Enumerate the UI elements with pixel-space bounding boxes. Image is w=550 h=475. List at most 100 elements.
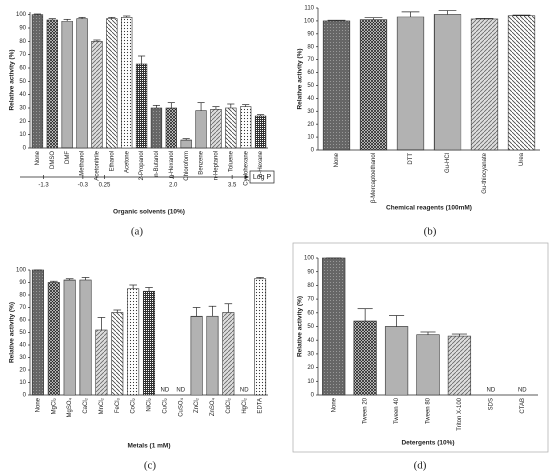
bar: [254, 115, 267, 149]
logp-label: Log P: [253, 174, 272, 181]
x-tick-label: DMSO: [50, 151, 56, 169]
y-tick-label: 0: [23, 393, 27, 399]
y-tick-label: 90: [19, 26, 26, 32]
bar: [76, 18, 88, 149]
y-tick-label: 20: [19, 119, 26, 125]
x-tick-label: SDS: [488, 398, 494, 410]
y-tick-label: 20: [307, 122, 314, 128]
x-tick-label: NiCl₂: [147, 397, 153, 411]
y-tick-label: 40: [19, 343, 26, 349]
caption: (a): [131, 226, 144, 238]
x-tick-label: CuCl₂: [162, 397, 168, 413]
caption: (b): [424, 226, 437, 238]
value-label: ND: [161, 388, 170, 394]
y-tick-label: 100: [304, 256, 315, 262]
x-tick-label: Tween 20: [363, 397, 369, 424]
x-tick-label: CaCl₂: [83, 397, 89, 413]
caption: (c): [144, 460, 157, 472]
bar: [150, 107, 163, 149]
bar: [240, 106, 252, 149]
x-axis-label: Chemical reagents (100mM): [386, 205, 472, 212]
x-axis-label: Metals (1 mM): [128, 443, 171, 450]
x-tick-label: None: [35, 150, 41, 165]
x-tick-label: MnCl₂: [99, 397, 105, 414]
y-tick-label: 50: [19, 79, 26, 85]
bar: [165, 107, 177, 149]
y-tick-label: 110: [304, 6, 314, 12]
y-tick-label: 90: [307, 269, 314, 275]
x-tick-label: DTT: [408, 153, 414, 165]
y-tick-label: 70: [307, 57, 314, 63]
y-tick-label: 30: [307, 109, 314, 115]
value-label: ND: [240, 388, 249, 394]
bar: [322, 257, 346, 396]
y-axis-label: Relative activity (%): [9, 49, 16, 110]
y-tick-label: 20: [307, 365, 314, 371]
y-tick-label: 10: [307, 135, 314, 141]
x-axis-label: Organic solvents (10%): [113, 209, 185, 216]
x-tick-label: FeCl₃: [115, 397, 121, 413]
y-tick-label: 90: [19, 280, 26, 286]
y-tick-label: 50: [307, 83, 314, 89]
x-axis-label: Detergents (10%): [401, 440, 454, 447]
bar: [121, 17, 133, 149]
bar: [396, 16, 425, 151]
y-tick-label: 50: [19, 330, 26, 336]
bar: [322, 20, 351, 151]
y-tick-label: 20: [19, 368, 26, 374]
y-tick-label: 40: [19, 92, 26, 98]
value-label: ND: [518, 388, 527, 394]
bar: [63, 279, 76, 396]
y-tick-label: 70: [19, 305, 26, 311]
bar: [180, 139, 192, 149]
x-tick-label: Toluene: [228, 150, 234, 172]
y-tick-label: 50: [307, 324, 314, 330]
y-tick-label: 100: [304, 18, 315, 24]
x-tick-label: MgSO₄: [67, 397, 73, 417]
bar: [384, 326, 409, 396]
x-tick-label: HgCl₂: [242, 397, 248, 413]
x-tick-label: Benzene: [199, 150, 205, 174]
x-tick-label: n-Hexanol: [169, 151, 175, 178]
x-tick-label: CoCl₂: [131, 397, 137, 413]
x-tick-label: Acetonitrile: [95, 150, 101, 180]
x-tick-label: β-Mercaptoethanol: [371, 153, 377, 203]
y-tick-label: 100: [16, 12, 27, 18]
bar: [254, 278, 267, 396]
panel-frame: [292, 242, 549, 453]
x-tick-label: n-Butanol: [154, 151, 160, 177]
y-tick-label: 80: [19, 39, 26, 45]
y-tick-label: 70: [19, 52, 26, 58]
bar: [447, 335, 472, 396]
y-axis-label: Relative activity (%): [297, 48, 304, 109]
bar: [95, 329, 108, 396]
bar: [106, 18, 118, 149]
bar: [470, 18, 499, 151]
y-tick-label: 30: [307, 351, 314, 357]
y-tick-label: 80: [19, 293, 26, 299]
x-tick-label: None: [331, 397, 337, 412]
x-tick-label: Gu-thiocyanate: [482, 152, 488, 193]
x-tick-label: None: [334, 152, 340, 167]
logp-tick-label: 2.0: [169, 183, 178, 189]
y-tick-label: 40: [307, 96, 314, 102]
x-tick-label: n-Heptanol: [214, 151, 220, 180]
y-axis-label: Relative activity (%): [9, 302, 16, 363]
bar: [507, 15, 536, 151]
bar: [195, 110, 207, 149]
y-tick-label: 10: [19, 132, 26, 138]
x-tick-label: Chloroform: [184, 151, 190, 181]
bar: [222, 312, 235, 396]
x-tick-label: Tween 80: [426, 397, 432, 424]
logp-tick-label: 0.25: [99, 183, 111, 189]
bar: [190, 315, 203, 396]
y-tick-label: 60: [307, 310, 314, 316]
x-tick-label: 2-Propanol: [139, 151, 145, 180]
y-tick-label: 30: [19, 106, 26, 112]
bar: [359, 19, 388, 151]
logp-arrow: [245, 175, 249, 179]
y-tick-label: 60: [19, 318, 26, 324]
bar: [210, 109, 222, 149]
y-tick-label: 80: [307, 44, 314, 50]
y-tick-label: 10: [19, 380, 26, 386]
